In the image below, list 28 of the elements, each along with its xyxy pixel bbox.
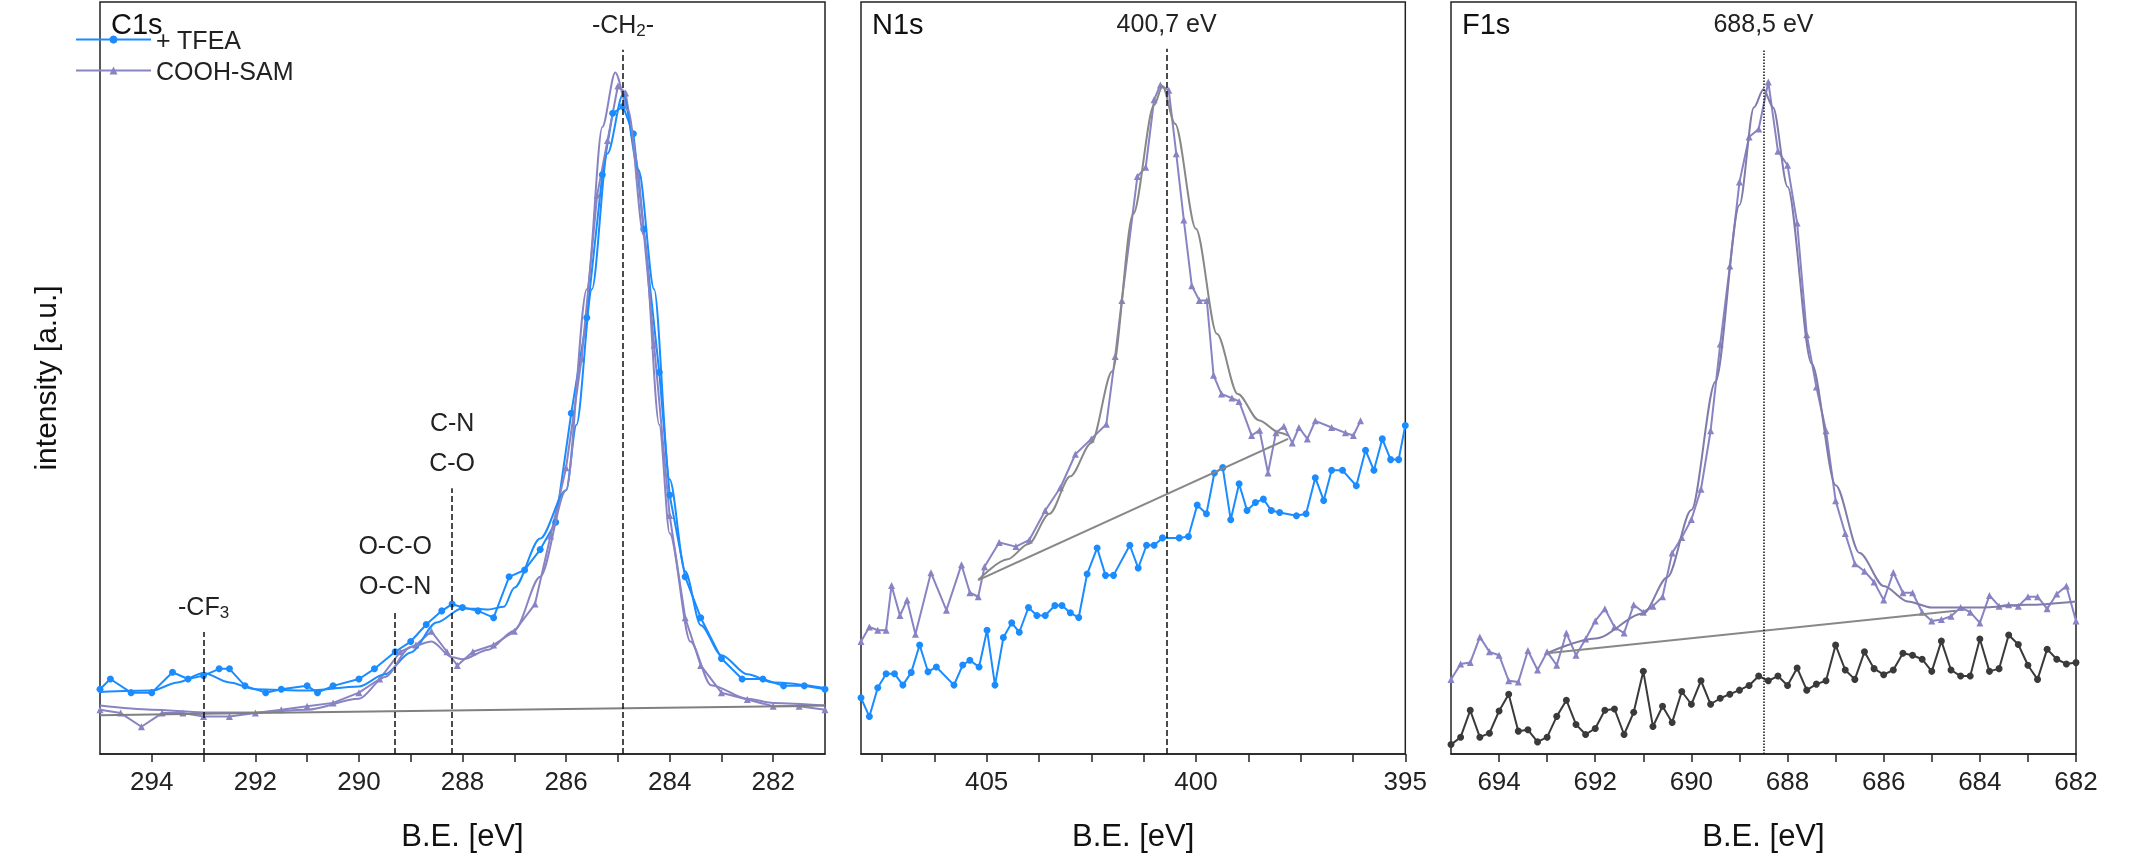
- ref-line-label: 400,7 eV: [1116, 8, 1218, 37]
- ref-line-label: O-C-O O-C-N: [358, 530, 432, 599]
- x-axis-title: B.E. [eV]: [1071, 818, 1195, 853]
- chart-title: N1s: [872, 7, 924, 40]
- x-tick-label: 688: [1765, 766, 1810, 796]
- x-tick-label: 290: [337, 766, 381, 796]
- y-axis-title: intensity [a.u.]: [28, 285, 62, 471]
- x-tick-label: 282: [751, 766, 795, 796]
- ref-line-label: 688,5 eV: [1713, 9, 1814, 38]
- legend-label: COOH-SAM: [156, 56, 294, 85]
- x-tick-label: 395: [1383, 766, 1428, 796]
- x-axis-title: B.E. [eV]: [1702, 818, 1825, 853]
- x-tick-label: 400: [1174, 766, 1218, 796]
- x-tick-label: 292: [233, 766, 278, 796]
- ref-line-label: C-N C-O: [429, 408, 476, 477]
- x-tick-label: 294: [130, 766, 174, 796]
- x-tick-label: 682: [2054, 766, 2098, 796]
- x-tick-label: 690: [1669, 766, 1714, 796]
- x-tick-label: 694: [1477, 766, 1521, 796]
- chart-title: F1s: [1462, 7, 1511, 40]
- x-tick-label: 288: [440, 766, 485, 796]
- x-tick-label: 405: [964, 766, 1009, 796]
- x-tick-label: 684: [1958, 766, 2002, 796]
- x-tick-label: 686: [1862, 766, 1906, 796]
- x-tick-label: 284: [647, 766, 692, 796]
- x-axis-title: B.E. [eV]: [401, 818, 524, 853]
- x-tick-label: 692: [1573, 766, 1617, 796]
- x-tick-label: 286: [544, 766, 588, 796]
